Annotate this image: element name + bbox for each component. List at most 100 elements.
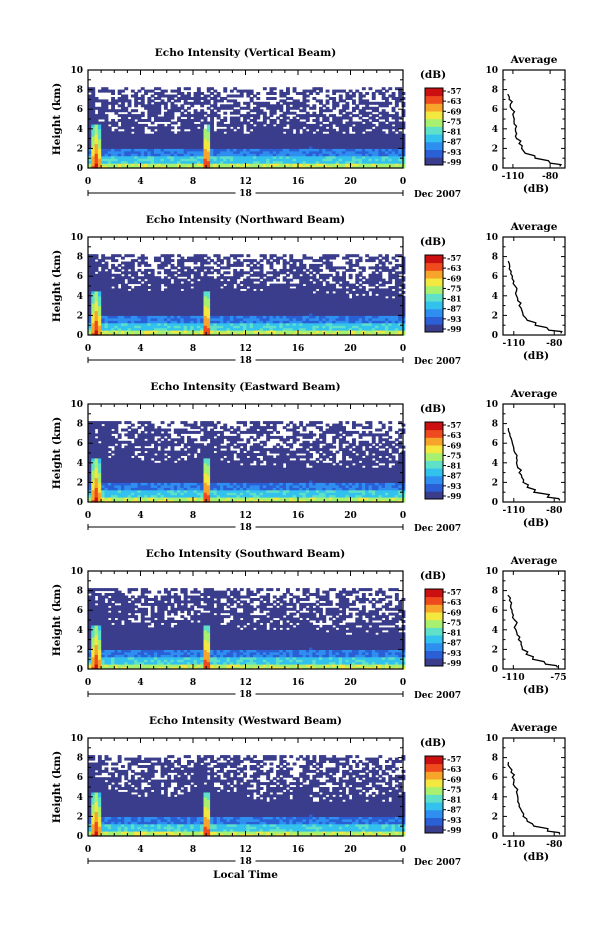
echo-cell — [144, 263, 148, 267]
echo-cell — [332, 298, 337, 302]
echo-cell — [154, 303, 158, 307]
echo-cell — [292, 283, 297, 287]
echo-cell — [345, 141, 350, 145]
echo-cell — [239, 300, 244, 304]
echo-cell — [137, 256, 142, 260]
echo-cell — [196, 271, 201, 275]
echo-cell — [91, 271, 96, 275]
echo-cell — [302, 317, 307, 321]
echo-cell — [117, 295, 122, 299]
echo-cell — [190, 295, 195, 299]
echo-cell — [295, 101, 300, 105]
echo-cell — [213, 330, 218, 334]
echo-cell — [97, 123, 102, 127]
echo-cell — [206, 160, 211, 164]
echo-cell — [200, 330, 205, 334]
echo-cell — [154, 150, 158, 154]
echo-cell — [276, 163, 280, 167]
echo-cell — [180, 155, 185, 159]
echo-cell — [394, 153, 399, 157]
echo-cell — [272, 148, 277, 152]
echo-cell — [111, 312, 115, 316]
echo-cell — [196, 266, 201, 270]
echo-cell — [355, 298, 360, 302]
echo-cell — [289, 141, 294, 145]
echo-cell — [88, 276, 92, 280]
echo-cell — [130, 273, 135, 277]
echo-cell — [157, 276, 162, 280]
echo-cell — [150, 310, 155, 314]
echo-cell — [348, 273, 353, 277]
echo-cell — [130, 150, 135, 154]
echo-cell — [259, 332, 264, 336]
echo-cell — [292, 330, 297, 334]
echo-cell — [173, 281, 178, 285]
echo-cell — [319, 106, 323, 110]
echo-cell — [249, 268, 254, 272]
echo-cell — [394, 141, 399, 145]
echo-cell — [88, 271, 92, 275]
echo-cell — [157, 298, 162, 302]
echo-cell — [233, 141, 238, 145]
echo-cell — [134, 128, 139, 132]
echo-cell — [259, 308, 264, 312]
echo-cell — [246, 148, 251, 152]
echo-cell — [249, 303, 254, 307]
echo-cell — [391, 141, 396, 145]
echo-cell — [276, 150, 280, 154]
echo-cell — [170, 332, 175, 336]
echo-cell — [94, 128, 99, 132]
echo-cell — [286, 155, 290, 159]
echo-cell — [361, 300, 366, 304]
echo-cell — [262, 119, 267, 122]
echo-cell — [130, 148, 135, 152]
echo-cell — [190, 305, 195, 309]
echo-cell — [348, 315, 353, 319]
echo-cell — [322, 320, 327, 324]
echo-cell — [190, 312, 195, 316]
echo-cell — [342, 298, 346, 302]
echo-cell — [206, 320, 211, 324]
echo-cell — [309, 295, 313, 299]
echo-cell — [223, 150, 228, 154]
echo-cell — [140, 138, 145, 142]
echo-cell — [216, 290, 221, 294]
echo-cell — [322, 315, 327, 319]
echo-cell — [302, 114, 307, 118]
echo-cell — [358, 128, 363, 132]
echo-cell — [266, 286, 271, 289]
echo-cell — [256, 126, 261, 130]
echo-cell — [94, 286, 99, 289]
echo-cell — [107, 298, 112, 302]
echo-cell — [124, 165, 129, 169]
echo-cell — [206, 256, 211, 260]
echo-cell — [305, 119, 310, 122]
echo-cell — [196, 136, 201, 140]
echo-cell — [163, 158, 168, 162]
echo-cell — [121, 332, 125, 336]
echo-cell — [249, 136, 254, 140]
echo-cell — [97, 160, 102, 164]
echo-cell — [322, 148, 327, 152]
echo-cell — [312, 305, 317, 309]
echo-cell — [124, 330, 129, 334]
echo-cell — [91, 325, 96, 329]
echo-cell — [144, 119, 148, 122]
echo-cell — [358, 315, 363, 319]
echo-cell — [358, 101, 363, 105]
echo-cell — [229, 150, 234, 154]
echo-cell — [203, 155, 208, 159]
echo-cell — [253, 315, 257, 319]
echo-cell — [272, 308, 277, 312]
echo-cell — [289, 283, 294, 287]
echo-cell — [127, 327, 132, 331]
echo-cell — [223, 322, 228, 326]
echo-cell — [163, 101, 168, 105]
echo-cell — [239, 310, 244, 314]
echo-cell — [121, 138, 125, 142]
echo-cell — [394, 133, 399, 137]
echo-cell — [167, 97, 172, 100]
echo-cell — [358, 116, 363, 120]
echo-cell — [266, 298, 271, 302]
echo-cell — [177, 158, 181, 162]
